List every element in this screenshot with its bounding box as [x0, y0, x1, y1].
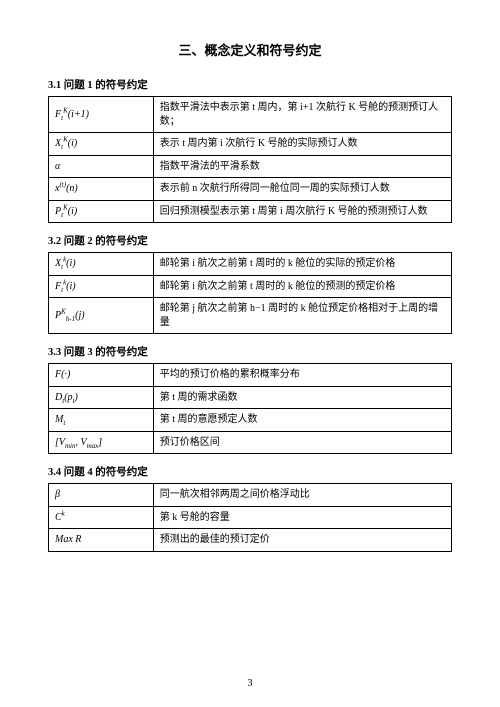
description-cell: 表示 t 周内第 i 次航行 K 号舱的实际预订人数: [153, 133, 451, 156]
symbol-cell: α: [49, 155, 154, 178]
description-cell: 指数平滑法中表示第 t 周内，第 i+1 次航行 K 号舱的预测预订人数；: [153, 97, 451, 133]
symbol-cell: PKh-1(j): [49, 298, 154, 334]
description-cell: 邮轮第 j 航次之前第 h−1 周时的 k 舱位预定价格相对于上周的增量: [153, 298, 451, 334]
table-row: Ftk(i)邮轮第 i 航次之前第 t 周时的 k 舱位的预测的预定价格: [49, 275, 452, 298]
description-cell: 第 t 周的意愿预定人数: [153, 409, 451, 432]
description-cell: 预测出的最佳的预订定价: [153, 529, 451, 552]
table-row: Ck第 k 号舱的容量: [49, 506, 452, 529]
table-row: PtK(i)回归预测模型表示第 t 周第 i 周次航行 K 号舱的预测预订人数: [49, 200, 452, 223]
symbol-table: Xtk(i)邮轮第 i 航次之前第 t 周时的 k 舱位的实际的预定价格Ftk(…: [48, 252, 452, 334]
description-cell: 表示前 n 次航行所得同一舱位同一周的实际预订人数: [153, 178, 451, 201]
description-cell: 第 t 周的需求函数: [153, 386, 451, 409]
sections-container: 3.1 问题 1 的符号约定 FtK(i+1)指数平滑法中表示第 t 周内，第 i…: [48, 77, 452, 552]
table-row: Dt(pt)第 t 周的需求函数: [49, 386, 452, 409]
table-row: PKh-1(j)邮轮第 j 航次之前第 h−1 周时的 k 舱位预定价格相对于上…: [49, 298, 452, 334]
symbol-cell: FtK(i+1): [49, 97, 154, 133]
symbol-cell: Ftk(i): [49, 275, 154, 298]
description-cell: 第 k 号舱的容量: [153, 506, 451, 529]
description-cell: 预订价格区间: [153, 431, 451, 454]
symbol-cell: Dt(pt): [49, 386, 154, 409]
section-heading: 3.3 问题 3 的符号约定: [48, 344, 452, 359]
table-row: β同一航次相邻两周之间价格浮动比: [49, 484, 452, 507]
symbol-cell: F(·): [49, 364, 154, 387]
symbol-cell: [Vmin, Vmax]: [49, 431, 154, 454]
symbol-cell: x(t)(n): [49, 178, 154, 201]
section-heading: 3.1 问题 1 的符号约定: [48, 77, 452, 92]
symbol-cell: Max R: [49, 529, 154, 552]
symbol-cell: Ck: [49, 506, 154, 529]
table-row: Mt第 t 周的意愿预定人数: [49, 409, 452, 432]
description-cell: 指数平滑法的平滑系数: [153, 155, 451, 178]
table-row: [Vmin, Vmax]预订价格区间: [49, 431, 452, 454]
section-heading: 3.2 问题 2 的符号约定: [48, 233, 452, 248]
symbol-cell: Mt: [49, 409, 154, 432]
table-row: Xtk(i)邮轮第 i 航次之前第 t 周时的 k 舱位的实际的预定价格: [49, 253, 452, 276]
description-cell: 邮轮第 i 航次之前第 t 周时的 k 舱位的实际的预定价格: [153, 253, 451, 276]
symbol-cell: PtK(i): [49, 200, 154, 223]
page-title: 三、概念定义和符号约定: [48, 40, 452, 59]
symbol-table: F(·)平均的预订价格的累积概率分布Dt(pt)第 t 周的需求函数Mt第 t …: [48, 363, 452, 454]
table-row: x(t)(n)表示前 n 次航行所得同一舱位同一周的实际预订人数: [49, 178, 452, 201]
description-cell: 邮轮第 i 航次之前第 t 周时的 k 舱位的预测的预定价格: [153, 275, 451, 298]
table-row: FtK(i+1)指数平滑法中表示第 t 周内，第 i+1 次航行 K 号舱的预测…: [49, 97, 452, 133]
symbol-table: β同一航次相邻两周之间价格浮动比Ck第 k 号舱的容量Max R预测出的最佳的预…: [48, 483, 452, 552]
symbol-cell: β: [49, 484, 154, 507]
description-cell: 同一航次相邻两周之间价格浮动比: [153, 484, 451, 507]
table-row: F(·)平均的预订价格的累积概率分布: [49, 364, 452, 387]
description-cell: 平均的预订价格的累积概率分布: [153, 364, 451, 387]
table-row: α指数平滑法的平滑系数: [49, 155, 452, 178]
table-row: XtK(i)表示 t 周内第 i 次航行 K 号舱的实际预订人数: [49, 133, 452, 156]
symbol-cell: XtK(i): [49, 133, 154, 156]
symbol-cell: Xtk(i): [49, 253, 154, 276]
description-cell: 回归预测模型表示第 t 周第 i 周次航行 K 号舱的预测预订人数: [153, 200, 451, 223]
section-heading: 3.4 问题 4 的符号约定: [48, 464, 452, 479]
page-number: 3: [0, 678, 500, 689]
symbol-table: FtK(i+1)指数平滑法中表示第 t 周内，第 i+1 次航行 K 号舱的预测…: [48, 96, 452, 223]
table-row: Max R预测出的最佳的预订定价: [49, 529, 452, 552]
